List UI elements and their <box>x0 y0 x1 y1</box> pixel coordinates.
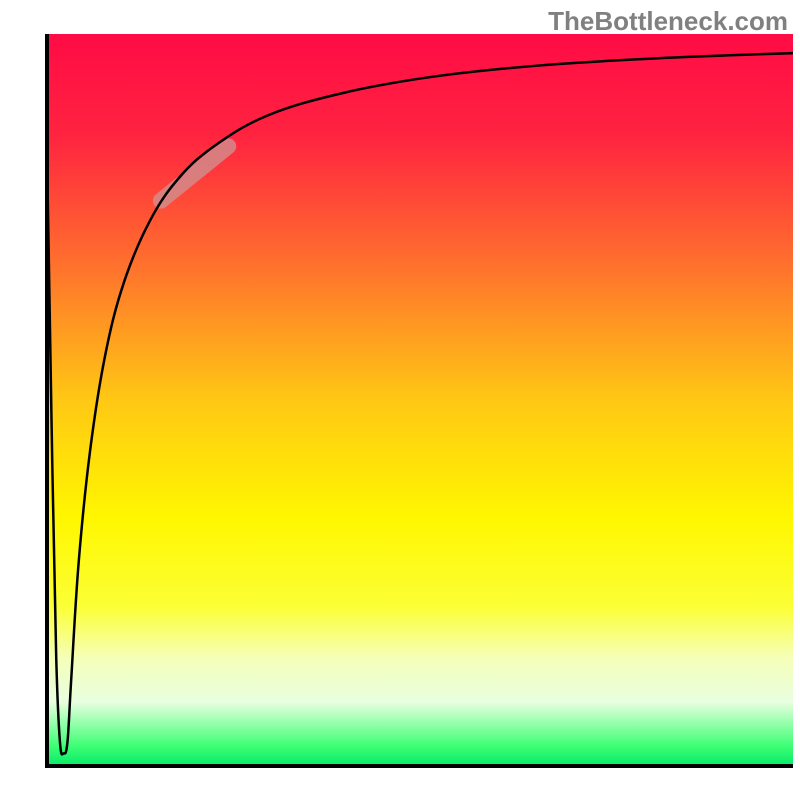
curve-svg <box>45 34 793 768</box>
watermark-text: TheBottleneck.com <box>548 6 788 37</box>
highlight-segment <box>161 146 228 200</box>
x-axis <box>45 764 793 768</box>
plot-area <box>45 34 793 768</box>
chart-root: TheBottleneck.com <box>0 0 800 800</box>
y-axis <box>45 34 49 768</box>
main-curve <box>45 49 793 755</box>
